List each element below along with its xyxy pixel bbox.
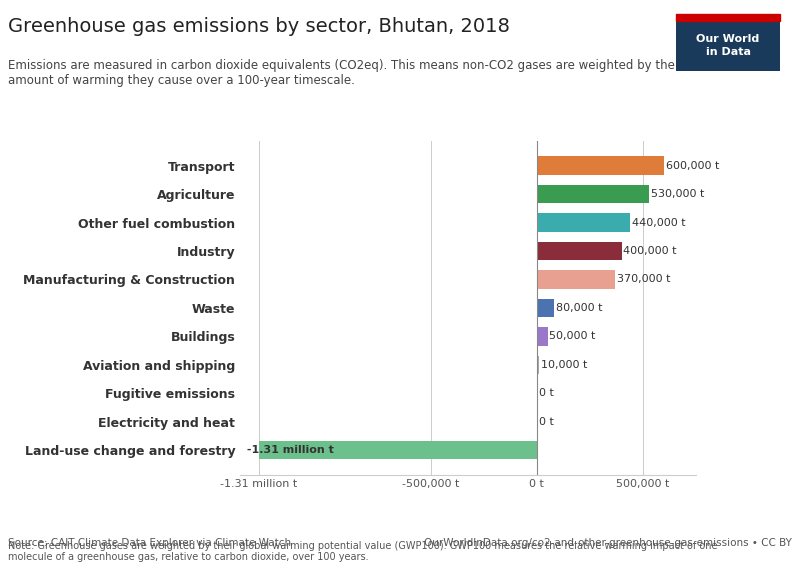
Text: OurWorldInData.org/co2-and-other-greenhouse-gas-emissions • CC BY: OurWorldInData.org/co2-and-other-greenho…	[424, 538, 792, 548]
Text: Our World
in Data: Our World in Data	[696, 33, 760, 57]
Text: 0 t: 0 t	[538, 388, 554, 398]
Text: Note: Greenhouse gases are weighted by their global warming potential value (GWP: Note: Greenhouse gases are weighted by t…	[8, 541, 718, 562]
Text: 370,000 t: 370,000 t	[617, 275, 670, 284]
Text: 400,000 t: 400,000 t	[623, 246, 677, 256]
Text: 600,000 t: 600,000 t	[666, 160, 719, 171]
Bar	[537, 355, 539, 374]
Text: 10,000 t: 10,000 t	[541, 360, 587, 370]
Bar	[537, 270, 615, 289]
Bar	[676, 14, 780, 21]
Text: 50,000 t: 50,000 t	[550, 332, 596, 341]
Bar	[537, 185, 650, 203]
Bar	[259, 441, 537, 459]
Bar	[537, 327, 547, 346]
Text: Emissions are measured in carbon dioxide equivalents (CO2eq). This means non-CO2: Emissions are measured in carbon dioxide…	[8, 59, 675, 88]
Text: Greenhouse gas emissions by sector, Bhutan, 2018: Greenhouse gas emissions by sector, Bhut…	[8, 17, 510, 36]
Text: -1.31 million t: -1.31 million t	[243, 445, 334, 455]
Text: 80,000 t: 80,000 t	[555, 303, 602, 313]
Bar	[537, 299, 554, 317]
Text: 0 t: 0 t	[538, 417, 554, 427]
Text: 440,000 t: 440,000 t	[632, 218, 686, 228]
Bar	[537, 242, 622, 260]
Bar	[537, 214, 630, 232]
Bar	[537, 157, 664, 175]
Text: 530,000 t: 530,000 t	[651, 189, 705, 199]
Text: Source: CAIT Climate Data Explorer via Climate Watch: Source: CAIT Climate Data Explorer via C…	[8, 538, 291, 548]
